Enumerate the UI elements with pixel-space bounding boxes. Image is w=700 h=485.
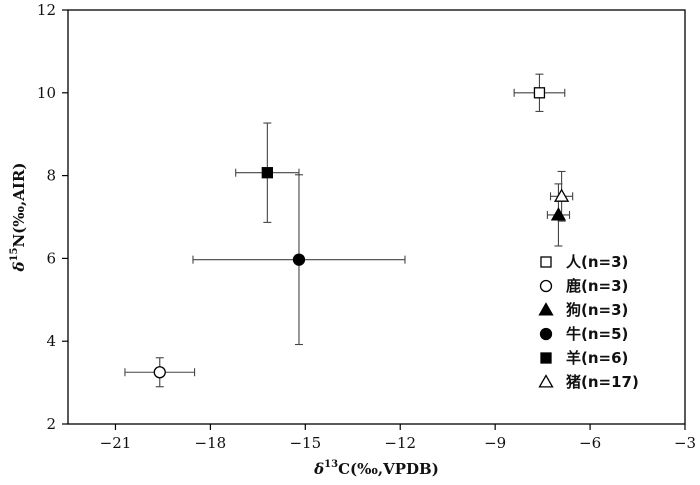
x-tick-label: −3 — [674, 434, 696, 452]
plot-frame — [67, 9, 686, 425]
legend: 人(n=3) 鹿(n=3) 狗(n=3) 牛(n=5) 羊(n=6) 猪(n=17) — [538, 253, 639, 391]
legend-marker — [538, 374, 554, 388]
data-point-series-4 — [261, 167, 273, 179]
y-tick-label: 10 — [37, 84, 56, 102]
x-axis-title: δ13C(‰,VPDB) — [313, 459, 439, 478]
error-bars — [124, 73, 574, 388]
x-tick-label: −12 — [384, 434, 416, 452]
legend-item-series-1: 鹿(n=3) — [539, 277, 628, 295]
data-point-series-5 — [553, 188, 570, 202]
x-axis-ticks: −21 −18 −15 −12 −9 −6 −3 — [100, 424, 696, 452]
legend-item-series-3: 牛(n=5) — [539, 325, 628, 343]
data-point-series-1 — [153, 366, 166, 379]
y-axis-title-delta: δ — [10, 261, 28, 272]
legend-item-series-4: 羊(n=6) — [540, 349, 628, 367]
data-points — [153, 87, 570, 379]
legend-marker — [540, 256, 552, 268]
legend-label: 牛(n=5) — [566, 325, 628, 343]
y-tick-label: 2 — [46, 415, 56, 433]
data-point-series-0 — [533, 87, 546, 99]
y-axis-title-superscript: 15 — [9, 248, 20, 262]
y-tick-label: 4 — [46, 332, 56, 350]
data-point-series-2 — [550, 207, 567, 221]
x-axis-title-delta: δ — [313, 460, 324, 478]
y-tick-label: 12 — [37, 1, 56, 19]
legend-label: 人(n=3) — [566, 253, 628, 271]
legend-item-series-0: 人(n=3) — [540, 253, 628, 271]
x-tick-label: −21 — [100, 434, 132, 452]
legend-label: 羊(n=6) — [566, 349, 628, 367]
legend-label: 鹿(n=3) — [566, 277, 628, 295]
x-tick-label: −18 — [195, 434, 227, 452]
y-axis-ticks: 2 4 6 8 10 12 — [37, 1, 68, 433]
y-axis-title-rest: N(‰,AIR) — [10, 163, 28, 248]
legend-marker — [538, 302, 554, 316]
legend-marker — [539, 279, 553, 293]
x-axis-title-rest: C(‰,VPDB) — [338, 460, 439, 478]
y-axis-title: δ15N(‰,AIR) — [9, 163, 28, 273]
y-tick-label: 6 — [46, 249, 56, 267]
legend-marker — [540, 352, 552, 364]
x-axis-title-superscript: 13 — [324, 459, 338, 470]
legend-item-series-5: 猪(n=17) — [538, 373, 639, 391]
legend-item-series-2: 狗(n=3) — [538, 301, 628, 319]
legend-label: 狗(n=3) — [566, 301, 628, 319]
legend-marker — [539, 327, 553, 341]
x-tick-label: −9 — [484, 434, 506, 452]
legend-label: 猪(n=17) — [565, 373, 639, 391]
y-tick-label: 8 — [46, 167, 56, 185]
x-tick-label: −6 — [579, 434, 601, 452]
x-tick-label: −15 — [289, 434, 321, 452]
data-point-series-3 — [292, 253, 306, 266]
